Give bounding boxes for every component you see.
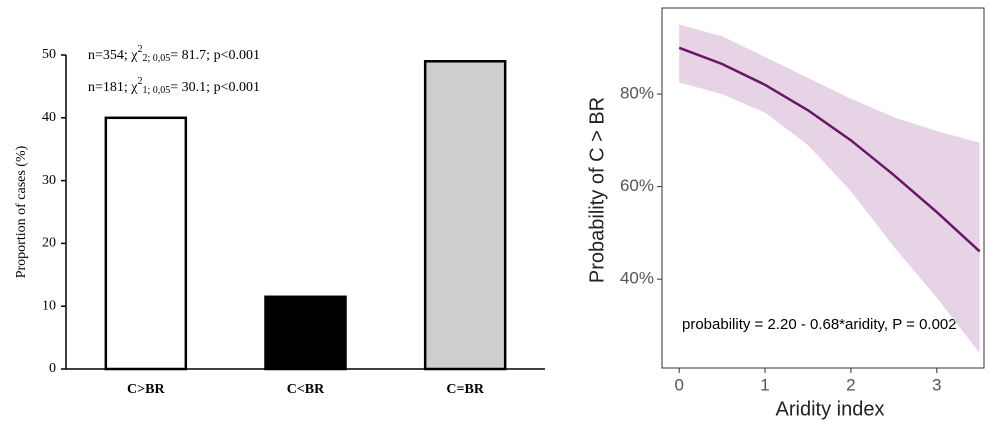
y-tick-label: 40% [620, 269, 654, 288]
y-tick-label: 80% [620, 84, 654, 103]
plot-frame [661, 7, 985, 369]
annotation-part: = 81.7; p<0.001 [170, 48, 260, 63]
annotation: n=181; χ21; 0,05= 30.1; p<0.001 [88, 76, 260, 96]
confidence-band [679, 24, 980, 354]
y-tick-label: 30 [42, 173, 56, 188]
x-axis-title: Aridity index [776, 398, 885, 420]
y-tick-label: 0 [49, 361, 56, 376]
y-tick-label: 10 [42, 298, 56, 313]
annotation-part: n=181; χ [88, 80, 138, 95]
annotation: probability = 2.20 - 0.68*aridity, P = 0… [682, 316, 957, 333]
annotation-part: n=354; χ [88, 48, 138, 63]
annotation-sub: 1; 0,05 [143, 85, 171, 96]
trend-line [678, 46, 981, 253]
x-tick-label: C=BR [446, 382, 484, 397]
x-tick-label: 3 [932, 375, 941, 394]
x-tick-label: 2 [846, 375, 855, 394]
x-tick-label: C<BR [287, 382, 325, 397]
annotation-sup: 2 [138, 44, 143, 55]
x-tick-label: C>BR [127, 382, 165, 397]
annotation: n=354; χ22; 0,05= 81.7; p<0.001 [88, 44, 260, 64]
y-axis-title: Probability of C > BR [586, 97, 608, 283]
y-axis-title: Proportion of cases (%) [14, 145, 29, 278]
y-tick-label: 40 [42, 110, 56, 125]
annotation-sup: 2 [138, 76, 143, 87]
x-tick-label: 0 [674, 375, 683, 394]
annotation-sub: 2; 0,05 [143, 53, 171, 64]
annotations: n=354; χ22; 0,05= 81.7; p<0.001 n=181; χ… [88, 44, 260, 96]
bar [423, 60, 507, 371]
y-tick-label: 20 [42, 236, 56, 251]
bar [104, 116, 188, 371]
x-tick-label: 1 [760, 375, 769, 394]
y-tick-label: 50 [42, 47, 56, 62]
annotation-part: = 30.1; p<0.001 [170, 80, 260, 95]
bar [264, 295, 347, 371]
y-tick-label: 60% [620, 176, 654, 195]
